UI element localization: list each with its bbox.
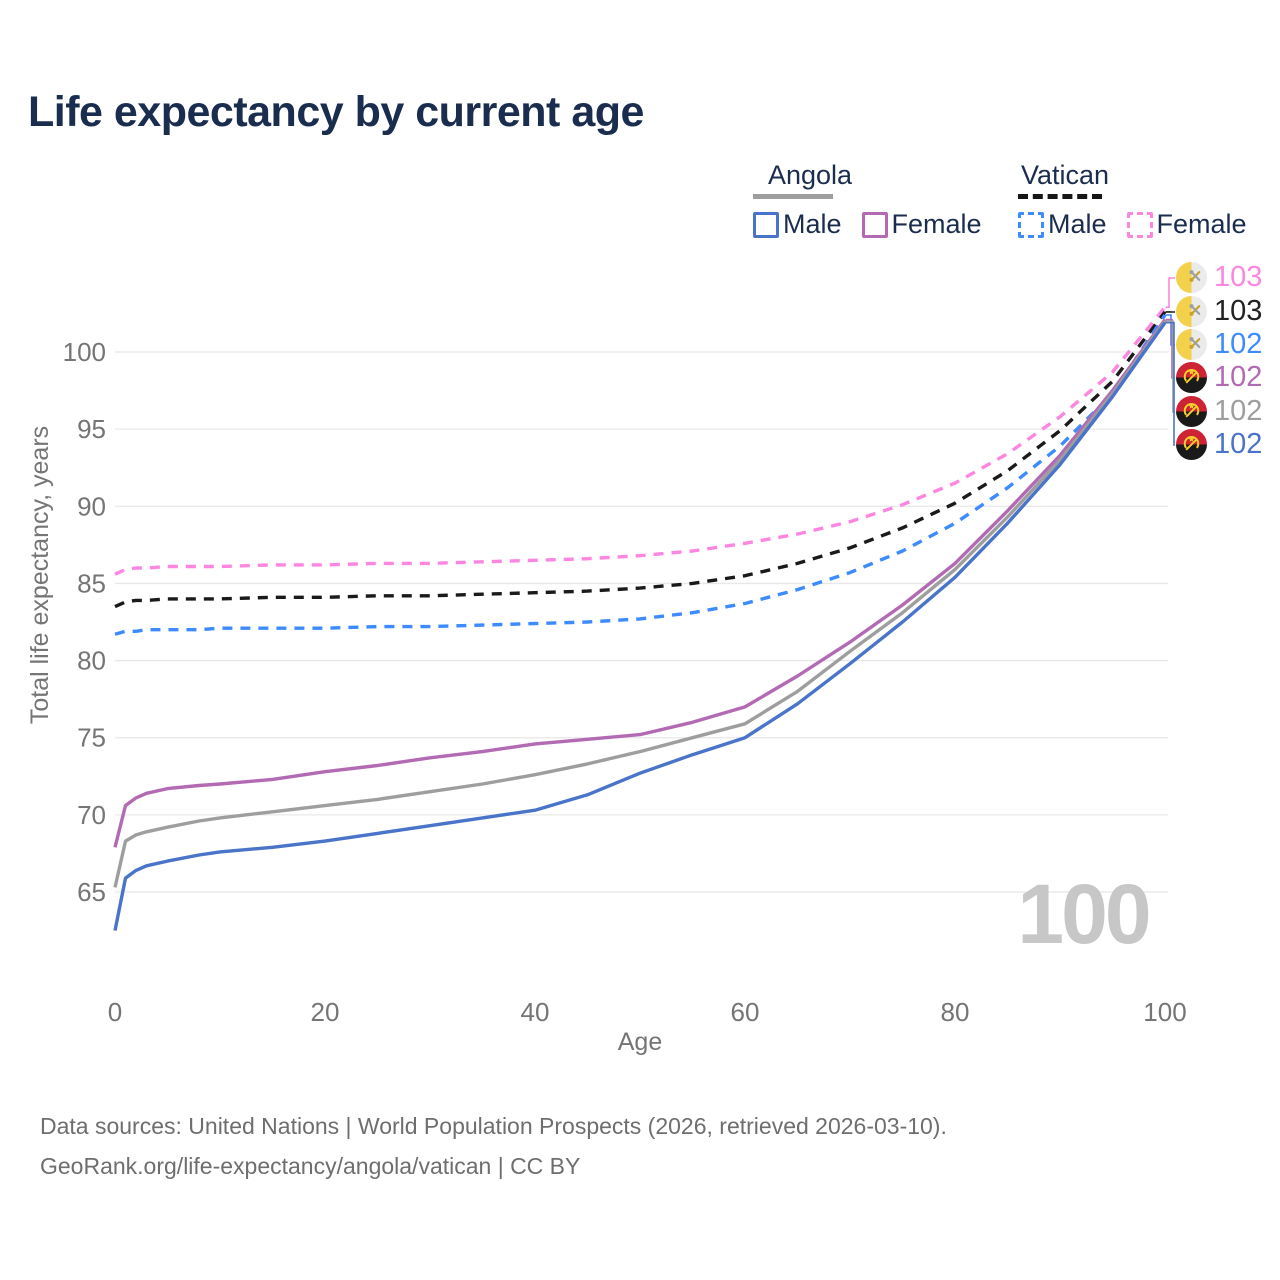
end-label-angola-female: 102 bbox=[1176, 362, 1262, 393]
hover-age-watermark: 100 bbox=[1017, 867, 1151, 961]
x-tick-label-100: 100 bbox=[1143, 997, 1186, 1027]
end-label-value: 103 bbox=[1214, 295, 1263, 327]
series-line-angola-male[interactable] bbox=[113, 321, 1167, 931]
y-axis-title: Total life expectancy, years bbox=[26, 426, 54, 724]
legend-item-angola-female[interactable]: Female bbox=[861, 209, 982, 240]
legend-country-angola[interactable]: Angola bbox=[753, 160, 982, 199]
leader-line-angola-male bbox=[1165, 321, 1175, 446]
y-tick-label-65: 65 bbox=[77, 877, 106, 907]
legend-group-angola: Angola Male Female bbox=[753, 160, 982, 240]
legend-item-vatican-male[interactable]: Male bbox=[1018, 209, 1107, 240]
series-line-vatican-both-sexes[interactable] bbox=[114, 310, 1167, 609]
series-line-vatican-male[interactable] bbox=[114, 314, 1167, 636]
series-line-vatican-female[interactable] bbox=[114, 306, 1167, 576]
y-tick-label-85: 85 bbox=[77, 568, 106, 598]
x-tick-label-20: 20 bbox=[311, 997, 340, 1027]
y-tick-label-75: 75 bbox=[77, 723, 106, 753]
end-label-vatican-female: 103 bbox=[1176, 262, 1262, 293]
vatican-flag-icon bbox=[1176, 329, 1207, 360]
end-label-angola-both-sexes: 102 bbox=[1176, 396, 1262, 427]
y-tick-label-80: 80 bbox=[77, 646, 106, 676]
legend-item-angola-male[interactable]: Male bbox=[753, 209, 842, 240]
legend-country-label: Angola bbox=[768, 160, 853, 190]
legend-country-label: Vatican bbox=[1021, 160, 1110, 190]
footer: Data sources: United Nations | World Pop… bbox=[40, 1106, 947, 1186]
legend-group-vatican: Vatican Male Female bbox=[1018, 160, 1247, 240]
end-label-value: 102 bbox=[1214, 361, 1263, 393]
vatican-flag-icon bbox=[1176, 262, 1207, 293]
data-sources-line: Data sources: United Nations | World Pop… bbox=[40, 1113, 947, 1139]
y-tick-label-100: 100 bbox=[63, 337, 106, 367]
angola-flag-icon bbox=[1176, 429, 1207, 460]
angola-line-style-sample bbox=[753, 194, 833, 199]
legend-item-vatican-female[interactable]: Female bbox=[1126, 209, 1247, 240]
y-tick-label-90: 90 bbox=[77, 491, 106, 521]
end-label-vatican-male: 102 bbox=[1176, 329, 1262, 360]
x-axis-title: Age bbox=[618, 1028, 662, 1056]
series-line-angola-female[interactable] bbox=[113, 318, 1167, 848]
page-title: Life expectancy by current age bbox=[28, 88, 644, 136]
angola-male-swatch-icon bbox=[753, 211, 779, 238]
leader-line-vatican-female bbox=[1165, 277, 1175, 309]
y-tick-label-70: 70 bbox=[77, 800, 106, 830]
vatican-line-style-sample bbox=[1018, 194, 1102, 199]
end-label-vatican-both-sexes: 103 bbox=[1176, 296, 1262, 327]
vatican-male-swatch-icon bbox=[1018, 211, 1044, 238]
x-tick-label-60: 60 bbox=[731, 997, 760, 1027]
legend-item-label: Female bbox=[1156, 209, 1247, 239]
legend-country-vatican[interactable]: Vatican bbox=[1018, 160, 1247, 199]
legend-item-label: Male bbox=[1048, 209, 1107, 239]
angola-female-swatch-icon bbox=[861, 211, 888, 238]
vatican-female-swatch-icon bbox=[1126, 211, 1153, 238]
x-tick-label-0: 0 bbox=[108, 997, 122, 1027]
end-label-angola-male: 102 bbox=[1176, 429, 1262, 460]
legend-item-label: Male bbox=[783, 209, 842, 239]
series-line-angola-both-sexes[interactable] bbox=[113, 320, 1167, 888]
y-tick-label-95: 95 bbox=[77, 414, 106, 444]
angola-flag-icon bbox=[1176, 396, 1207, 427]
legend-item-label: Female bbox=[891, 209, 982, 239]
angola-flag-icon bbox=[1176, 362, 1207, 393]
end-label-value: 103 bbox=[1214, 261, 1263, 293]
end-label-value: 102 bbox=[1214, 328, 1263, 360]
x-tick-label-40: 40 bbox=[521, 997, 550, 1027]
end-label-value: 102 bbox=[1214, 395, 1263, 427]
vatican-flag-icon bbox=[1176, 296, 1207, 327]
attribution-line: GeoRank.org/life-expectancy/angola/vatic… bbox=[40, 1153, 581, 1179]
x-tick-label-80: 80 bbox=[941, 997, 970, 1027]
end-label-value: 102 bbox=[1214, 428, 1263, 460]
